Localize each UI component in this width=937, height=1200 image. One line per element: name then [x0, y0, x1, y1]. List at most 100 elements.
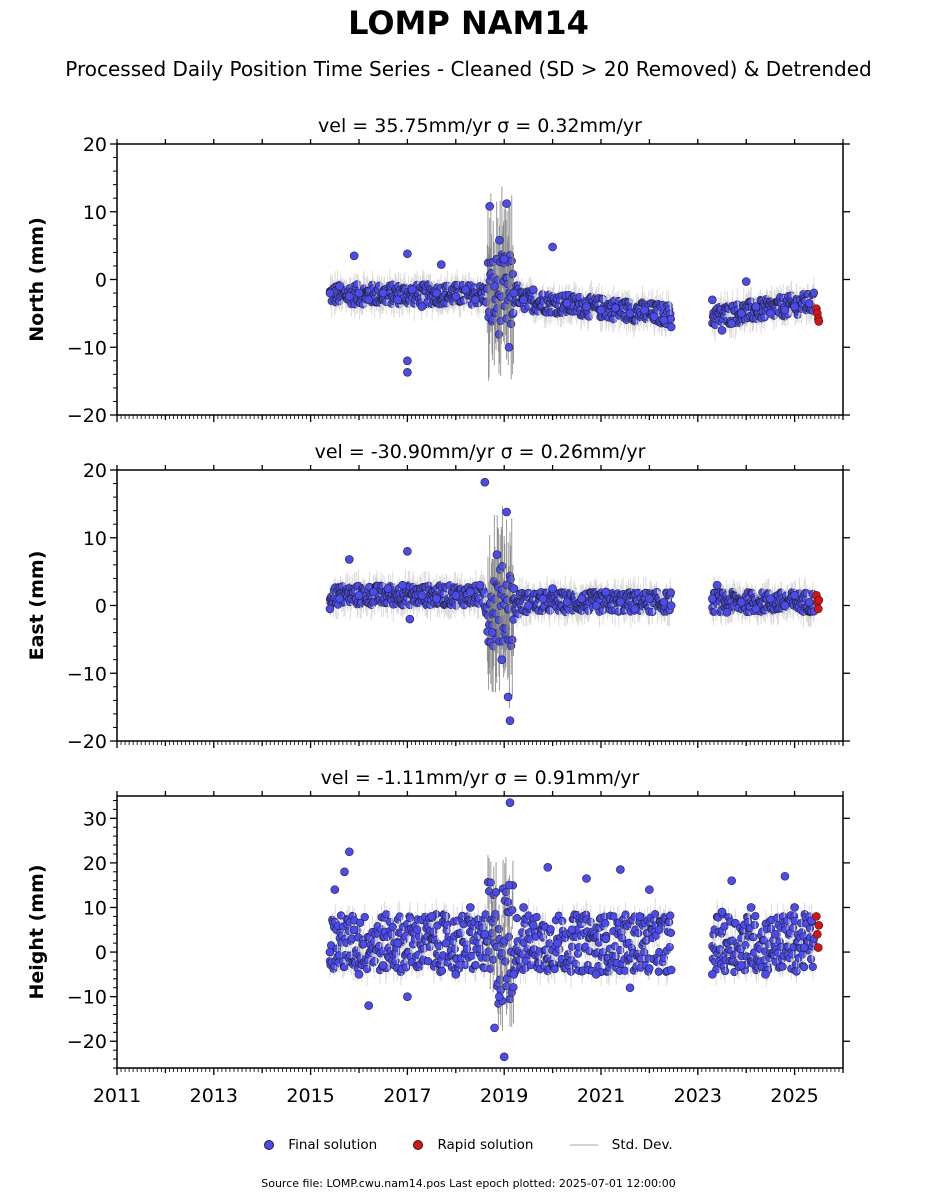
- final-solution-point: [505, 716, 515, 725]
- final-solution-point: [790, 591, 799, 600]
- final-solution-point: [497, 655, 507, 665]
- final-solution-point: [354, 288, 364, 298]
- final-solution-point: [480, 477, 490, 487]
- final-solution-point: [509, 584, 519, 593]
- final-solution-point: [345, 292, 354, 301]
- final-solution-point: [499, 254, 509, 264]
- final-solution-point: [524, 601, 533, 610]
- final-solution-point: [471, 961, 480, 970]
- final-solution-point: [485, 202, 494, 211]
- final-solution-point: [601, 919, 610, 928]
- panel-north: vel = 35.75mm/yr σ = 0.32mm/yr North (mm)…: [26, 115, 850, 427]
- panel-title-east: vel = -30.90mm/yr σ = 0.26mm/yr: [315, 441, 646, 463]
- final-solution-point: [620, 966, 630, 975]
- y-tick-label: 20: [83, 134, 107, 156]
- final-solution-point: [616, 597, 625, 607]
- final-solution-point: [601, 587, 611, 597]
- final-solution-point: [508, 905, 517, 915]
- final-solution-point: [356, 918, 365, 928]
- final-solution-point: [503, 692, 513, 702]
- final-solution-point: [659, 315, 669, 325]
- final-solution-point: [548, 242, 557, 252]
- final-solution-point: [562, 298, 572, 308]
- final-solution-point: [751, 302, 761, 311]
- panel-height-marks: [325, 798, 824, 1062]
- final-solution-point: [406, 913, 415, 923]
- final-solution-point: [509, 288, 519, 298]
- final-solution-point: [780, 601, 790, 610]
- final-solution-point: [508, 270, 518, 279]
- final-solution-point: [388, 922, 397, 931]
- final-solution-point: [532, 912, 541, 922]
- final-solution-point: [398, 580, 407, 590]
- plot-frame-east: [116, 469, 844, 742]
- final-solution-point: [363, 964, 372, 974]
- final-solution-point: [751, 911, 760, 921]
- final-solution-point: [393, 295, 403, 305]
- final-solution-point: [666, 928, 675, 938]
- final-solution-point: [737, 309, 746, 318]
- final-solution-point: [369, 587, 378, 597]
- panel-north-marks: [325, 186, 824, 381]
- final-solution-point: [630, 604, 640, 614]
- chart-title: LOMP NAM14: [348, 4, 589, 42]
- final-solution-point: [804, 597, 814, 607]
- final-solution-point: [470, 295, 480, 305]
- final-solution-point: [481, 910, 490, 919]
- final-solution-point: [501, 957, 510, 966]
- final-solution-point: [528, 285, 538, 294]
- final-solution-point: [345, 555, 354, 564]
- final-solution-point: [486, 878, 495, 887]
- final-solution-point: [598, 948, 608, 957]
- final-solution-point: [665, 942, 674, 952]
- final-solution-point: [717, 326, 727, 335]
- final-solution-point: [349, 251, 359, 261]
- final-solution-point: [432, 594, 441, 604]
- final-solution-point: [508, 635, 517, 644]
- final-solution-point: [645, 594, 654, 604]
- final-solution-point: [436, 260, 446, 269]
- final-solution-point: [780, 305, 790, 315]
- final-solution-point: [467, 951, 476, 960]
- final-solution-point: [487, 628, 497, 637]
- y-tick-label: 0: [95, 270, 107, 292]
- final-solution-point: [325, 288, 335, 298]
- final-solution-point: [325, 604, 335, 614]
- rapid-solution-point: [814, 604, 823, 614]
- final-solution-point: [509, 983, 518, 992]
- final-solution-point: [562, 597, 572, 607]
- y-tick-label: 10: [83, 528, 107, 550]
- plot-frame-north: [116, 143, 844, 416]
- y-tick-label: 0: [95, 596, 107, 618]
- final-solution-point: [502, 199, 511, 208]
- final-solution-point: [484, 947, 493, 956]
- final-solution-point: [666, 588, 675, 597]
- panel-title-north: vel = 35.75mm/yr σ = 0.32mm/yr: [318, 115, 642, 137]
- final-solution-point: [712, 580, 722, 590]
- final-solution-point: [596, 305, 606, 315]
- final-solution-point: [335, 594, 344, 604]
- final-solution-point: [640, 948, 649, 957]
- final-solution-point: [495, 235, 504, 245]
- final-solution-point: [512, 913, 522, 923]
- final-solution-point: [491, 909, 500, 919]
- final-solution-point: [634, 929, 643, 938]
- y-tick-label: −20: [67, 405, 107, 427]
- final-solution-point: [451, 591, 461, 600]
- final-solution-point: [370, 956, 379, 965]
- final-solution-point: [654, 967, 663, 976]
- final-solution-point: [407, 285, 417, 294]
- final-solution-point: [507, 256, 516, 266]
- final-solution-point: [809, 288, 819, 297]
- final-solution-point: [766, 309, 775, 318]
- final-solution-point: [640, 305, 649, 315]
- final-solution-point: [491, 888, 501, 897]
- y-tick-label: −20: [67, 731, 107, 753]
- final-solution-point: [666, 911, 675, 920]
- final-solution-point: [502, 982, 511, 991]
- final-solution-point: [424, 957, 433, 966]
- final-solution-point: [727, 319, 736, 328]
- y-tick-label: −10: [67, 663, 107, 685]
- final-solution-point: [722, 607, 732, 617]
